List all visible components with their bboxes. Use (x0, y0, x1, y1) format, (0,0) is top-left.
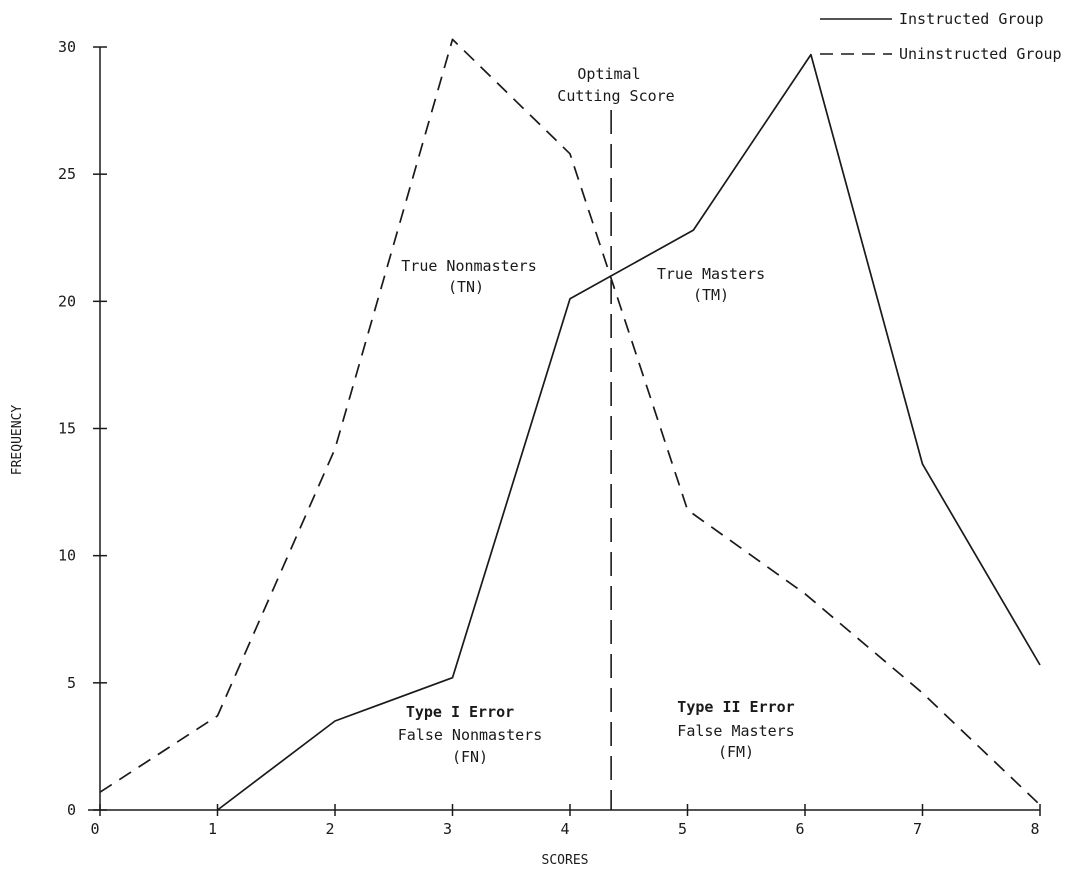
x-tick-label: 3 (443, 820, 452, 838)
x-tick-label: 1 (208, 820, 217, 838)
x-tick-label: 8 (1030, 820, 1039, 838)
true-masters-abbr: (TM) (693, 286, 729, 304)
legend: Instructed Group Uninstructed Group (820, 10, 1062, 63)
false-nonmasters-abbr: (FN) (452, 748, 488, 766)
y-tick-label: 25 (58, 165, 76, 183)
false-nonmasters-label: False Nonmasters (398, 726, 543, 744)
false-masters-abbr: (FM) (718, 743, 754, 761)
axes (88, 47, 1040, 811)
type-one-error-title: Type I Error (406, 703, 514, 721)
false-masters-label: False Masters (677, 722, 794, 740)
true-masters-label: True Masters (657, 265, 765, 283)
cutting-score-label-line2: Cutting Score (557, 87, 674, 105)
x-tick-label: 0 (90, 820, 99, 838)
x-ticks: 0 1 2 3 4 5 6 7 8 (90, 804, 1041, 838)
x-axis-title: SCORES (542, 853, 589, 868)
legend-instructed-label: Instructed Group (899, 10, 1044, 28)
y-tick-label: 5 (67, 674, 76, 692)
type-two-error-title: Type II Error (677, 698, 794, 716)
uninstructed-group-line (99, 38, 1041, 806)
instructed-group-line (216, 53, 1041, 811)
x-tick-label: 2 (325, 820, 334, 838)
legend-uninstructed-label: Uninstructed Group (899, 45, 1062, 63)
x-tick-label: 4 (560, 820, 569, 838)
y-tick-label: 0 (67, 801, 76, 819)
true-nonmasters-label: True Nonmasters (401, 257, 536, 275)
cutting-score-label-line1: Optimal (577, 65, 640, 83)
series-layer (99, 38, 1041, 811)
y-tick-label: 15 (58, 420, 76, 438)
x-tick-label: 7 (913, 820, 922, 838)
annotations: Optimal Cutting Score True Nonmasters (T… (398, 65, 795, 766)
y-ticks: 0 5 10 15 20 25 30 (58, 38, 107, 819)
y-tick-label: 30 (58, 38, 76, 56)
true-nonmasters-abbr: (TN) (448, 278, 484, 296)
y-tick-label: 20 (58, 292, 76, 310)
y-axis-title: FREQUENCY (10, 405, 25, 476)
x-tick-label: 5 (678, 820, 687, 838)
x-tick-label: 6 (795, 820, 804, 838)
y-tick-label: 10 (58, 547, 76, 565)
